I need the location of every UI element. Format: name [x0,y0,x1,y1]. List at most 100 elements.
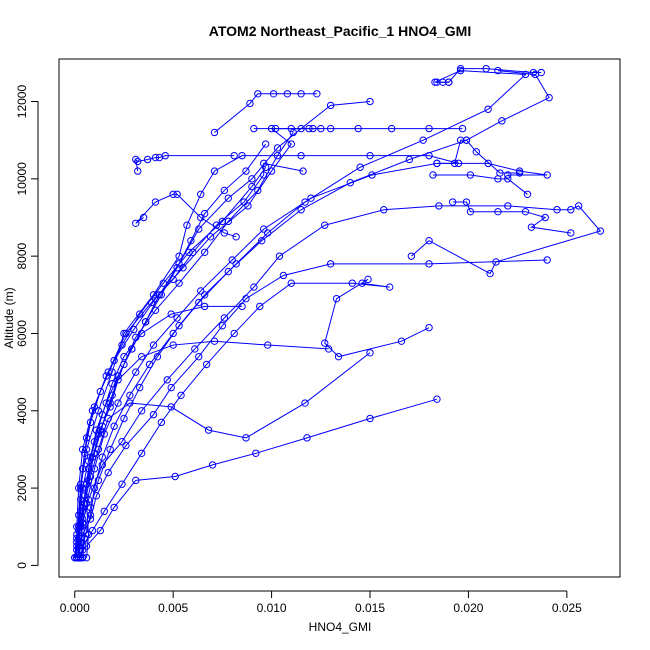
data-point [246,99,254,108]
data-point [149,410,158,419]
data-point [305,124,313,133]
data-point [482,64,490,73]
data-point [76,523,85,531]
data-point [326,101,335,110]
data-point [175,260,183,268]
y-tick-label: 0 [15,562,29,569]
data-point [92,426,101,434]
data-point [504,175,512,183]
data-point [98,461,107,469]
series-line [433,174,528,195]
x-tick-label: 0.025 [552,601,582,615]
data-point [425,260,433,268]
data-series [73,159,307,562]
data-point [348,279,356,287]
data-point [161,151,169,160]
data-point [504,171,512,179]
series-line [76,162,304,558]
data-point [200,291,209,299]
x-axis-label: HNO4_GMI [309,620,372,634]
series-line [214,93,317,133]
data-point [167,310,175,318]
data-point [169,329,177,338]
data-point [210,128,219,137]
data-point [254,90,262,98]
data-point [321,339,329,347]
data-point [128,345,136,353]
data-point [88,526,97,535]
data-point [380,206,388,214]
data-series [74,202,605,562]
data-point [515,169,524,177]
data-point [175,252,183,260]
data-point [529,68,538,77]
data-point [238,302,246,311]
series-line [452,201,571,234]
data-point [122,441,130,450]
data-point [366,349,374,357]
series-line [436,68,542,83]
data-point [498,117,506,125]
x-axis: 0.000 0.005 0.010 0.015 0.020 0.025 [60,590,582,615]
y-axis: 0 2000 4000 6000 8000 10000 12000 [15,85,39,569]
data-point [134,157,142,166]
data-series [448,198,575,237]
data-point [486,269,494,278]
series-line [135,155,235,172]
data-point [494,175,502,183]
data-point [260,225,268,233]
series-line [86,162,548,558]
series-line [78,205,602,558]
data-point [132,219,140,227]
data-point [250,124,258,133]
y-tick-label: 12000 [15,85,29,119]
data-point [494,207,502,216]
x-tick-label: 0.015 [355,601,385,615]
data-point [541,213,549,222]
data-point [145,360,154,369]
data-point [71,553,79,562]
series-line [78,352,371,558]
data-point [448,198,457,206]
chart-title: ATOM2 Northeast_Pacific_1 HNO4_GMI [209,23,471,39]
data-point [200,209,209,218]
data-point [466,207,475,216]
series-line [74,340,329,558]
data-point [73,523,81,531]
data-point [224,217,232,226]
data-point [433,159,441,168]
data-point [137,449,146,457]
data-point [173,190,181,199]
data-point [238,151,246,160]
data-point [175,322,183,330]
x-tick-label: 0.000 [60,601,90,615]
data-point [397,337,406,345]
data-point [151,153,160,162]
data-point [261,140,270,148]
data-series [73,395,441,562]
data-point [273,144,282,152]
data-point [224,194,232,202]
data-point [450,159,459,168]
data-series [132,151,238,175]
data-point [82,480,91,488]
data-point [334,352,343,361]
data-point [200,248,209,256]
data-point [301,399,309,407]
data-point [303,434,311,442]
data-point [78,503,87,512]
data-point [197,287,205,295]
data-point [195,298,203,307]
data-point [167,403,175,411]
data-point [102,372,110,380]
data-point [504,202,512,210]
data-point [100,507,108,515]
data-series [73,302,246,562]
data-point [202,360,211,369]
data-point [368,171,376,179]
data-point [206,233,215,241]
data-point [82,445,91,454]
data-point [258,236,266,245]
data-point [134,167,142,175]
